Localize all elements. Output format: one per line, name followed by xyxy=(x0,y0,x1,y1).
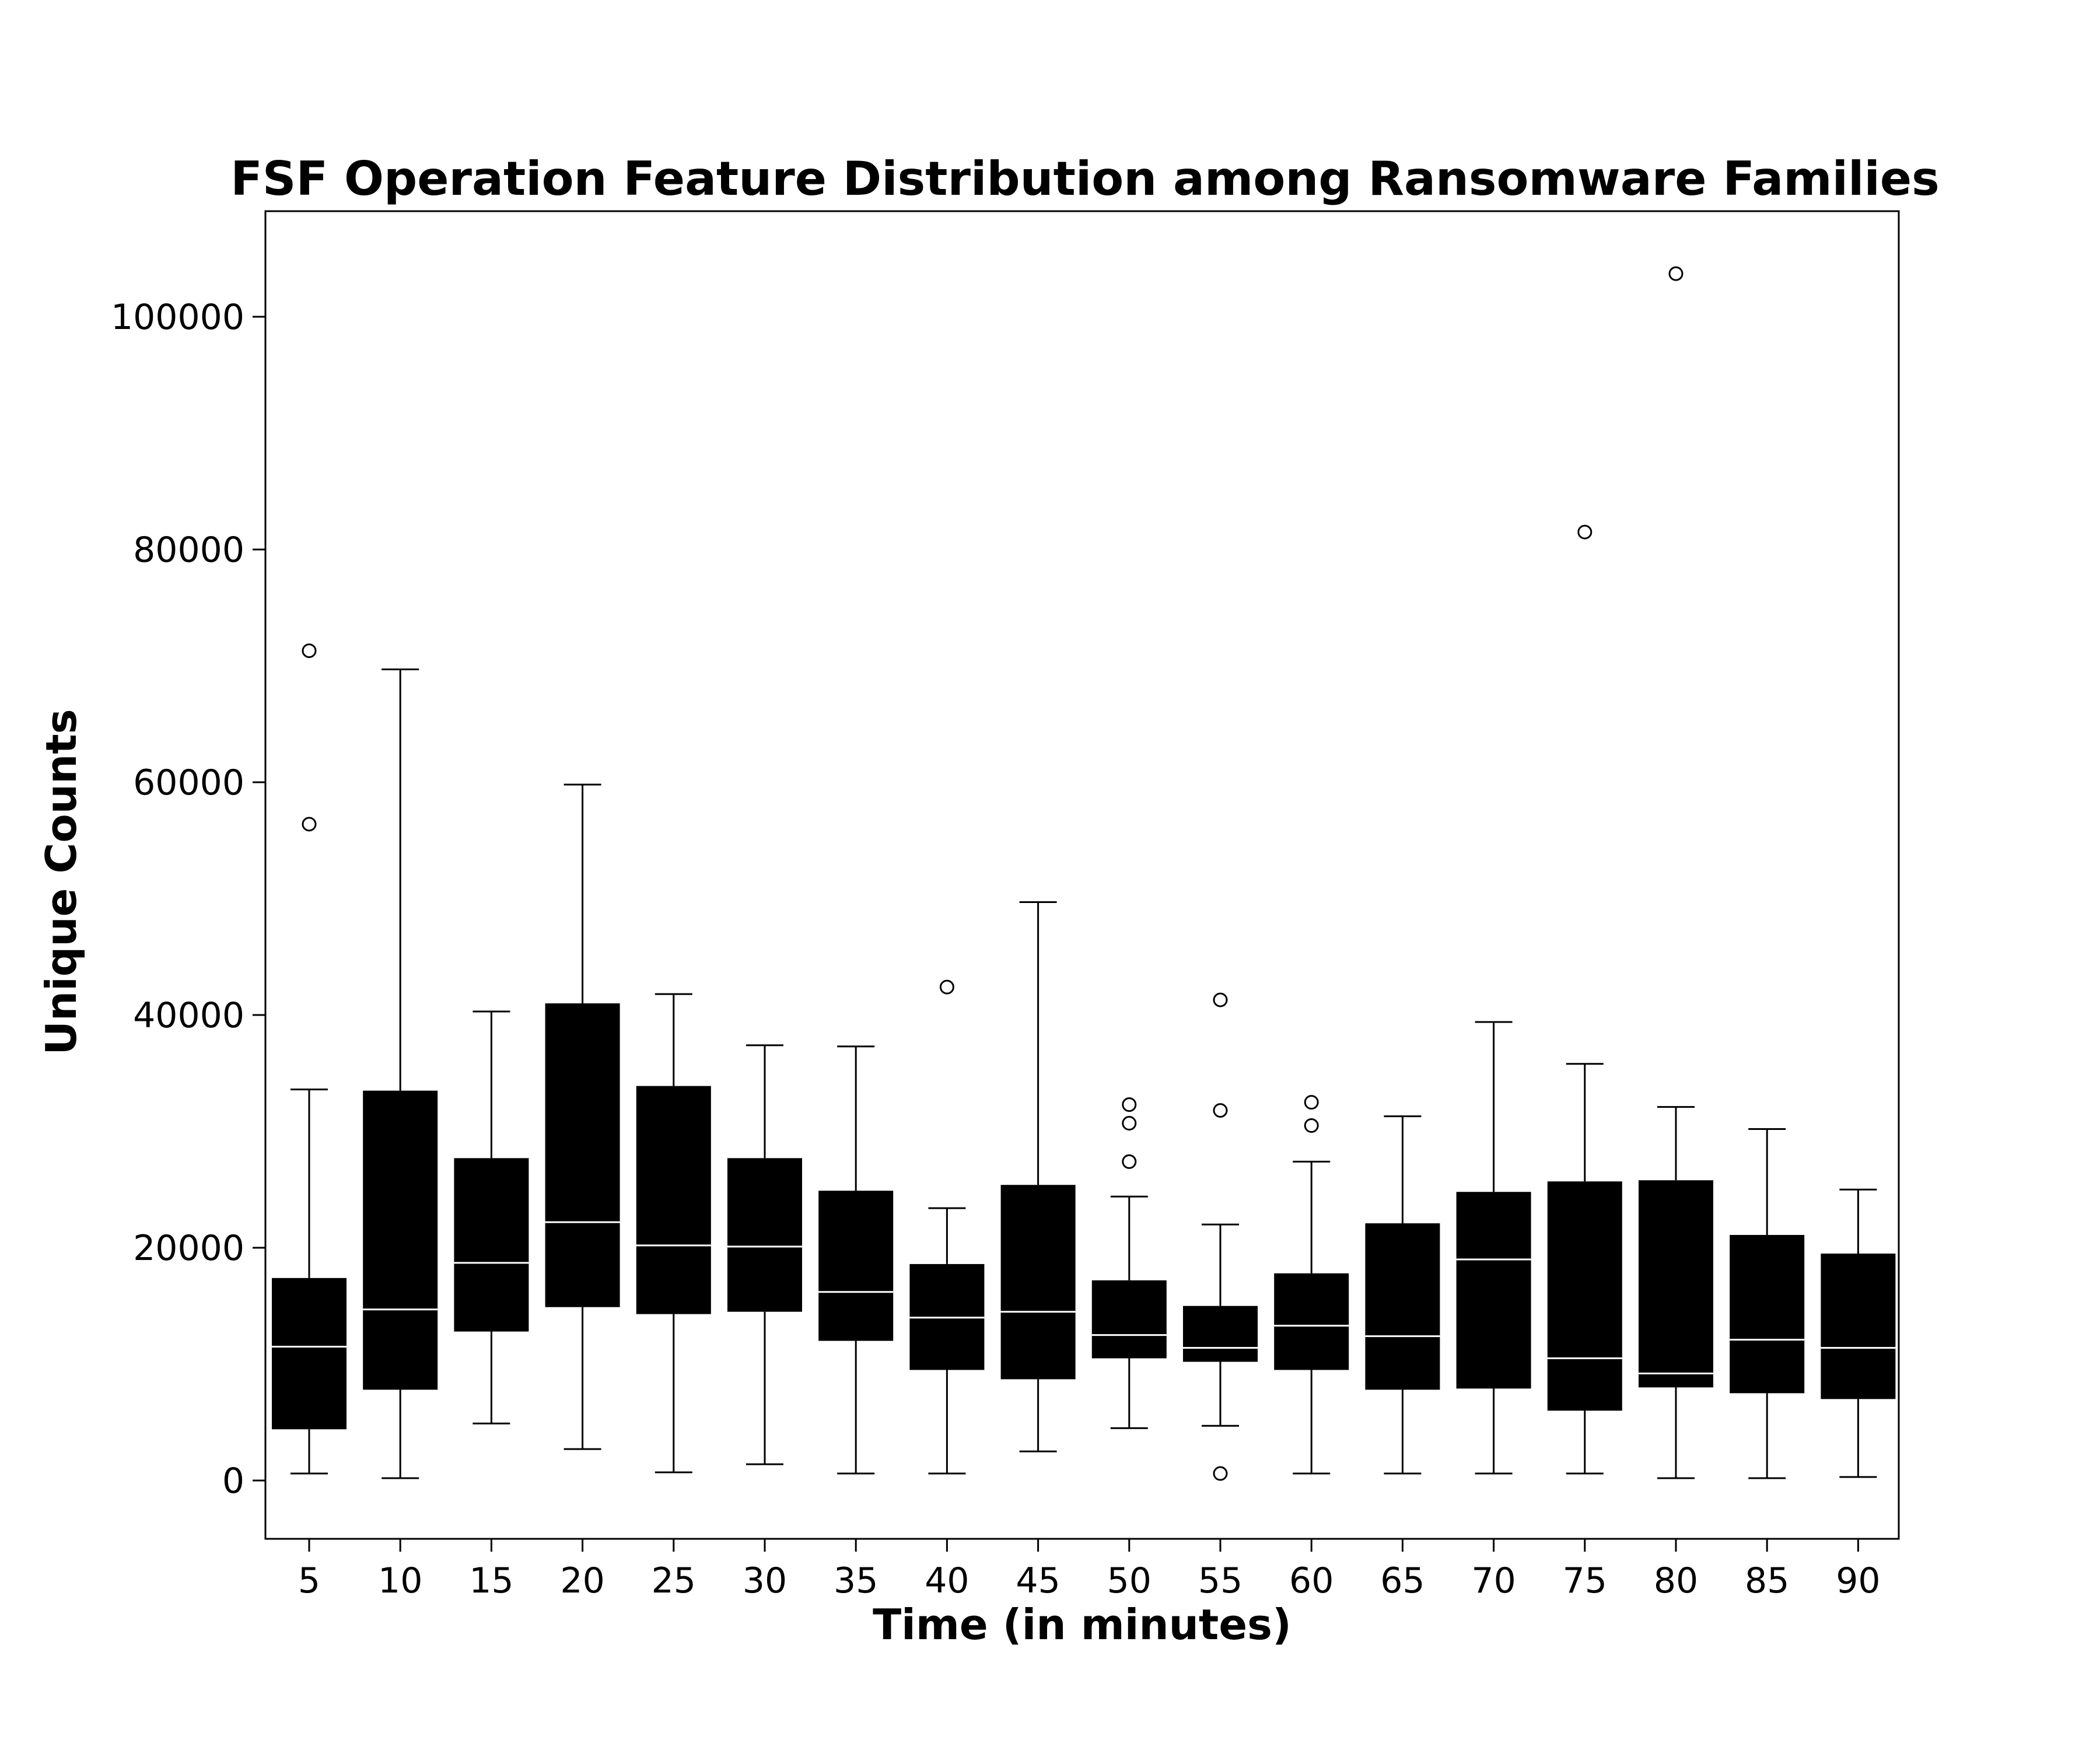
box-group-75 xyxy=(1547,524,1622,1475)
box-group-35 xyxy=(818,1045,894,1475)
x-tick-label: 25 xyxy=(652,1560,696,1601)
box-group-85 xyxy=(1730,1128,1805,1479)
outlier-point xyxy=(1213,1466,1228,1481)
outlier-point xyxy=(302,643,317,659)
outlier-point xyxy=(1122,1154,1137,1169)
x-tick-label: 85 xyxy=(1745,1560,1789,1601)
outlier-point xyxy=(302,817,317,832)
box-group-90 xyxy=(1821,1188,1896,1478)
box-iqr xyxy=(1639,1180,1713,1388)
box-iqr xyxy=(363,1090,438,1390)
outlier-point xyxy=(1122,1097,1137,1112)
box-group-20 xyxy=(545,783,620,1450)
box-group-5 xyxy=(272,643,346,1475)
outlier-point xyxy=(1122,1116,1137,1131)
y-tick-label: 100000 xyxy=(111,297,244,338)
box-group-45 xyxy=(1000,901,1076,1452)
box-group-50 xyxy=(1091,1097,1167,1429)
x-tick-label: 50 xyxy=(1107,1560,1152,1601)
box-group-15 xyxy=(454,1010,529,1424)
outlier-point xyxy=(939,979,954,995)
box-iqr xyxy=(454,1158,529,1332)
x-tick-label: 90 xyxy=(1836,1560,1880,1601)
box-iqr xyxy=(1183,1306,1258,1362)
x-tick-label: 5 xyxy=(298,1560,320,1601)
box-iqr xyxy=(1547,1181,1622,1411)
x-tick-label: 35 xyxy=(834,1560,878,1601)
box-group-80 xyxy=(1639,266,1713,1479)
x-tick-label: 65 xyxy=(1380,1560,1424,1601)
x-axis-label: Time (in minutes) xyxy=(873,1600,1292,1649)
outlier-point xyxy=(1304,1095,1319,1110)
box-iqr xyxy=(727,1158,802,1312)
box-iqr xyxy=(272,1278,346,1430)
box-iqr xyxy=(1365,1223,1440,1390)
outlier-point xyxy=(1213,992,1228,1007)
y-tick-label: 0 xyxy=(222,1461,244,1502)
x-tick-label: 15 xyxy=(469,1560,513,1601)
box-group-65 xyxy=(1365,1115,1440,1475)
x-tick-label: 70 xyxy=(1471,1560,1516,1601)
y-tick-label: 60000 xyxy=(133,762,244,803)
y-tick-label: 20000 xyxy=(133,1228,244,1269)
outlier-point xyxy=(1577,524,1592,540)
box-iqr xyxy=(1821,1253,1896,1399)
box-iqr xyxy=(1730,1235,1805,1394)
outlier-point xyxy=(1213,1103,1228,1118)
outlier-point xyxy=(1668,266,1684,281)
outlier-point xyxy=(1304,1118,1319,1133)
x-tick-label: 20 xyxy=(560,1560,604,1601)
x-tick-label: 30 xyxy=(743,1560,787,1601)
y-axis-label: Unique Counts xyxy=(37,709,86,1055)
box-iqr xyxy=(1274,1273,1349,1370)
x-tick-label: 55 xyxy=(1198,1560,1242,1601)
box-group-60 xyxy=(1274,1095,1349,1475)
x-tick-label: 80 xyxy=(1654,1560,1698,1601)
x-tick-label: 60 xyxy=(1289,1560,1334,1601)
plot-area: 0 20000 40000 60000 80000 100000 5 10 15 20 25 30 35… xyxy=(111,266,1896,1601)
y-tick-label: 80000 xyxy=(133,530,244,570)
box-iqr xyxy=(1000,1185,1076,1380)
x-tick-label: 75 xyxy=(1563,1560,1607,1601)
chart-title: FSF Operation Feature Distribution among… xyxy=(230,152,1940,206)
box-iqr xyxy=(545,1003,620,1307)
x-tick-label: 40 xyxy=(925,1560,969,1601)
x-tick-label: 45 xyxy=(1016,1560,1060,1601)
box-group-10 xyxy=(363,668,438,1479)
box-iqr xyxy=(1456,1192,1531,1389)
box-group-70 xyxy=(1456,1021,1531,1475)
box-group-40 xyxy=(909,979,985,1475)
box-group-30 xyxy=(727,1044,802,1465)
plot-frame xyxy=(264,210,1900,1540)
y-tick-label: 40000 xyxy=(133,995,244,1036)
box-iqr xyxy=(636,1086,711,1314)
box-iqr xyxy=(1091,1280,1167,1359)
box-group-25 xyxy=(636,993,711,1474)
x-tick-label: 10 xyxy=(378,1560,422,1601)
box-iqr xyxy=(818,1191,894,1341)
box-group-55 xyxy=(1183,992,1258,1481)
